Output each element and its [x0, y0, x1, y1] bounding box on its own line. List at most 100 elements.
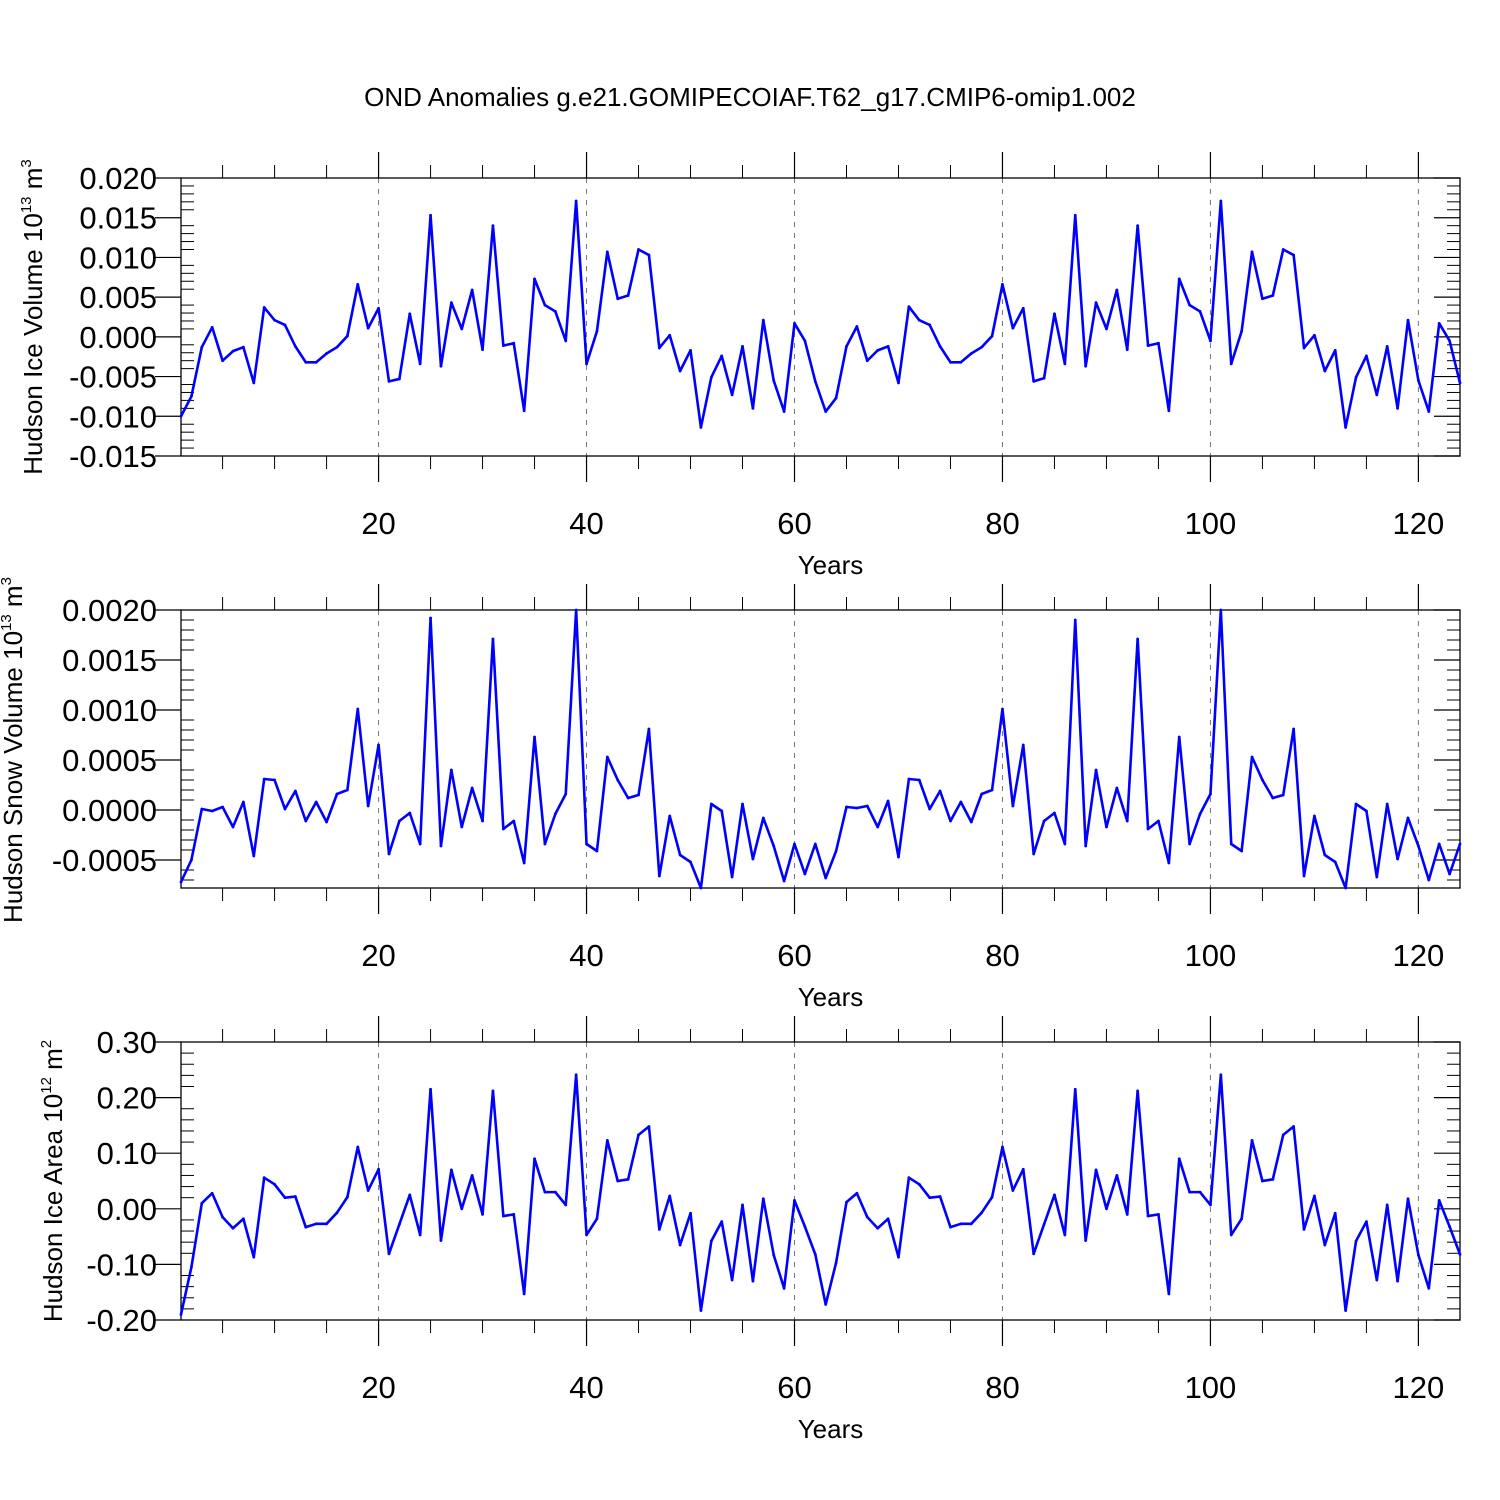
data-point	[1198, 812, 1202, 816]
data-point	[855, 325, 859, 328]
x-axis-title: Years	[798, 982, 864, 1012]
data-point	[969, 352, 973, 355]
data-point	[709, 802, 713, 806]
data-point	[1146, 344, 1150, 347]
data-point	[1167, 861, 1171, 865]
data-point	[865, 1215, 869, 1219]
data-point	[252, 1255, 256, 1259]
data-point	[1032, 852, 1036, 856]
data-point	[1365, 809, 1368, 813]
data-point	[1177, 277, 1181, 281]
data-point	[1344, 1309, 1348, 1312]
data-point	[293, 1195, 297, 1198]
data-point	[429, 1087, 432, 1091]
data-point	[699, 426, 703, 429]
data-point	[335, 1211, 339, 1215]
data-point	[221, 359, 224, 363]
data-point	[1250, 250, 1254, 254]
data-point	[657, 1227, 661, 1231]
data-point	[1146, 1214, 1150, 1218]
data-point	[1417, 1253, 1420, 1257]
data-point	[304, 1225, 308, 1229]
data-point	[1437, 1199, 1441, 1202]
data-point	[647, 727, 651, 731]
x-tick-label: 60	[777, 938, 811, 973]
data-point	[782, 879, 786, 883]
data-point	[1042, 376, 1046, 380]
data-point	[314, 1222, 318, 1226]
data-point	[460, 1207, 464, 1211]
data-point	[533, 277, 536, 281]
y-tick-label: 0.0000	[62, 793, 157, 828]
data-point	[273, 1182, 276, 1186]
y-tick-label: -0.20	[86, 1303, 157, 1338]
data-point	[522, 861, 526, 865]
data-point	[564, 1203, 568, 1207]
data-point	[907, 777, 911, 781]
data-point	[1094, 1168, 1098, 1172]
data-point	[1417, 844, 1420, 848]
data-point	[1417, 379, 1420, 382]
data-point	[585, 362, 588, 366]
data-point	[449, 1168, 453, 1172]
data-point	[813, 379, 817, 383]
data-point	[1125, 1212, 1129, 1216]
data-point	[616, 297, 620, 301]
data-point	[824, 876, 828, 880]
data-point	[1105, 327, 1108, 331]
data-point	[200, 807, 204, 811]
data-point	[439, 844, 443, 848]
data-point	[491, 637, 495, 641]
data-point	[595, 329, 599, 333]
data-point	[1375, 1278, 1379, 1282]
data-point	[1053, 1193, 1056, 1197]
data-point	[1385, 1203, 1389, 1207]
series-line	[179, 199, 1462, 429]
data-point	[1084, 844, 1088, 848]
y-tick-label: 0.020	[79, 161, 157, 196]
x-tick-label: 20	[361, 938, 395, 973]
data-point	[1292, 1125, 1296, 1128]
data-point	[273, 318, 276, 322]
data-point	[397, 377, 401, 381]
data-point	[231, 349, 235, 353]
data-point	[907, 305, 911, 309]
data-point	[1053, 312, 1056, 316]
data-point	[876, 825, 880, 829]
data-point	[1406, 816, 1410, 820]
chart-title: OND Anomalies g.e21.GOMIPECOIAF.T62_g17.…	[364, 82, 1136, 112]
data-point	[689, 860, 692, 864]
data-point	[647, 1125, 651, 1128]
data-point	[283, 807, 287, 811]
data-point	[1271, 796, 1275, 800]
data-point	[1406, 318, 1410, 322]
data-point	[928, 1196, 932, 1200]
data-point	[179, 414, 183, 418]
data-point	[1094, 301, 1098, 305]
data-point	[345, 334, 349, 338]
data-point	[990, 1195, 994, 1199]
data-point	[689, 1211, 692, 1215]
plot-frame	[180, 177, 1461, 457]
data-point	[980, 345, 984, 349]
data-point	[501, 344, 505, 347]
y-tick-label: 0.000	[79, 320, 157, 355]
x-tick-label: 120	[1393, 506, 1445, 541]
data-point	[626, 1177, 630, 1181]
data-point	[470, 786, 474, 790]
data-point	[408, 312, 412, 316]
data-point	[574, 1073, 578, 1077]
y-tick-label: 0.00	[97, 1192, 157, 1227]
data-point	[1261, 778, 1264, 782]
data-point	[574, 608, 578, 612]
data-point	[356, 1145, 360, 1149]
data-point	[231, 1226, 235, 1230]
data-point	[585, 1233, 588, 1237]
data-point	[1219, 608, 1223, 612]
data-point	[1396, 857, 1400, 861]
data-point	[938, 344, 942, 348]
data-point	[938, 789, 942, 793]
data-point	[1011, 1189, 1015, 1192]
data-point	[553, 310, 557, 313]
data-point	[1354, 802, 1358, 806]
